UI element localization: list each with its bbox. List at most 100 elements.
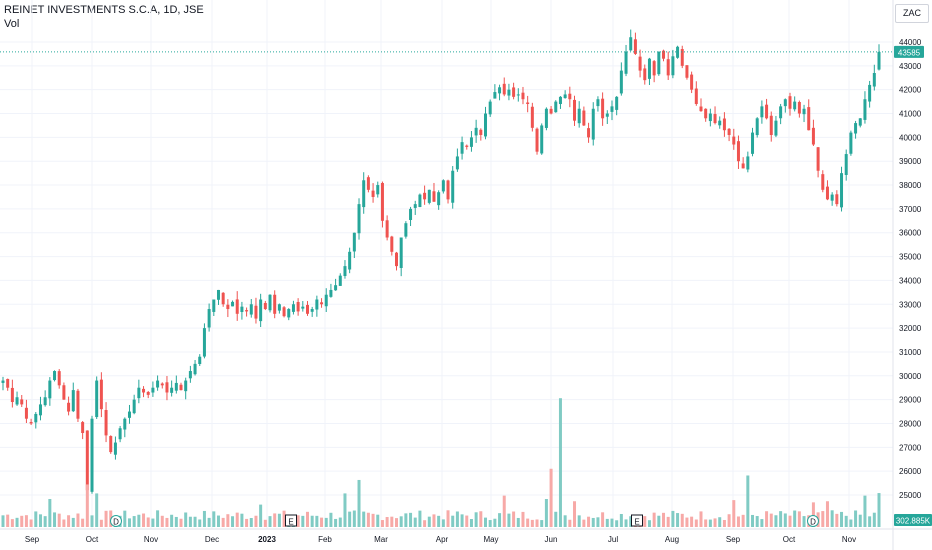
volume-bar — [273, 513, 277, 527]
candle-body — [212, 299, 216, 312]
candle-body — [156, 380, 160, 388]
candle-body — [512, 87, 516, 97]
volume-bar — [699, 511, 703, 527]
volume-bar — [840, 511, 844, 527]
volume-bar — [165, 517, 169, 527]
candle-body — [273, 294, 277, 314]
volume-bar — [877, 493, 881, 527]
volume-bar — [451, 515, 455, 527]
volume-bar — [516, 517, 520, 527]
candle-body — [249, 304, 253, 315]
candle-body — [797, 101, 801, 114]
volume-bar — [29, 519, 33, 527]
volume-bar — [24, 515, 28, 527]
candle-body — [605, 113, 609, 117]
volume-bar — [188, 516, 192, 527]
candle-body — [357, 204, 361, 234]
volume-bar — [732, 500, 736, 527]
candle-body — [409, 208, 413, 220]
volume-bar — [394, 518, 398, 527]
volume-bar — [259, 504, 263, 527]
candle-body — [90, 418, 94, 492]
volume-bar — [498, 513, 502, 527]
candle-body — [146, 391, 150, 395]
volume-bar — [755, 516, 759, 527]
last-price-badge — [894, 45, 924, 58]
volume-bar — [245, 518, 249, 527]
volume-bar — [156, 510, 160, 527]
volume-bar — [835, 513, 839, 527]
candle-body — [676, 46, 680, 58]
candle-body — [816, 147, 820, 171]
candle-body — [540, 125, 544, 154]
volume-bar — [132, 516, 136, 527]
volume-bar — [385, 517, 389, 527]
volume-bar — [825, 501, 829, 527]
volume-bar — [746, 475, 750, 527]
volume-bar — [53, 512, 57, 527]
volume-bar — [348, 511, 352, 527]
y-tick-label: 41000 — [899, 110, 922, 119]
candle-body — [418, 194, 422, 208]
candle-body — [85, 430, 89, 491]
volume-bar — [343, 493, 347, 527]
volume-bar — [793, 510, 797, 527]
candle-body — [465, 145, 469, 147]
volume-bar — [727, 514, 731, 527]
candle-body — [29, 422, 33, 424]
candle-body — [132, 399, 136, 414]
volume-bar — [90, 515, 94, 527]
volume-bar — [821, 511, 825, 527]
candle-body — [638, 56, 642, 71]
volume-bar — [193, 516, 197, 527]
chart-title: REINET INVESTMENTS S.C.A, 1D, JSE — [4, 4, 204, 16]
volume-bar — [357, 479, 361, 527]
volume-bar — [282, 510, 286, 527]
volume-bar — [872, 512, 876, 527]
candle-body — [446, 180, 450, 200]
candle-body — [113, 442, 117, 455]
earnings-marker — [631, 514, 643, 527]
candle-body — [741, 163, 745, 169]
y-tick-label: 40000 — [899, 133, 922, 142]
volume-bar — [441, 519, 445, 527]
volume-bar — [690, 516, 694, 527]
volume-bar — [535, 519, 539, 527]
candle-body — [287, 309, 291, 318]
volume-bar — [432, 514, 436, 527]
candle-body — [484, 113, 488, 137]
volume-bar — [460, 514, 464, 527]
volume-bar — [235, 512, 239, 527]
candle-body — [746, 156, 750, 170]
volume-bar — [544, 499, 548, 527]
volume-bar — [601, 512, 605, 527]
candle-body — [291, 304, 295, 312]
x-tick-label: Jul — [608, 535, 618, 544]
candle-body — [24, 407, 28, 419]
currency-selector[interactable]: ZAC — [895, 4, 929, 23]
volume-bar — [179, 518, 183, 527]
volume-bar — [797, 511, 801, 527]
candle-body — [104, 410, 108, 436]
y-tick-label: 25000 — [899, 491, 922, 500]
candle-body — [680, 49, 684, 66]
volume-legend: Vol — [4, 18, 20, 30]
volume-bar — [127, 518, 131, 527]
volume-bar — [216, 515, 220, 527]
volume-bar — [34, 511, 38, 527]
volume-bar — [624, 519, 628, 527]
y-tick-label: 42000 — [899, 86, 922, 95]
volume-bar — [455, 511, 459, 527]
volume-bar — [568, 519, 572, 527]
volume-bar — [779, 511, 783, 527]
candle-body — [48, 380, 52, 399]
candle-body — [151, 387, 155, 393]
volume-bar — [549, 468, 553, 527]
candle-body — [301, 306, 305, 309]
candle-body — [549, 108, 553, 114]
candle-body — [174, 382, 178, 391]
y-tick-label: 34000 — [899, 276, 922, 285]
volume-bar — [662, 512, 666, 527]
y-tick-label: 28000 — [899, 419, 922, 428]
